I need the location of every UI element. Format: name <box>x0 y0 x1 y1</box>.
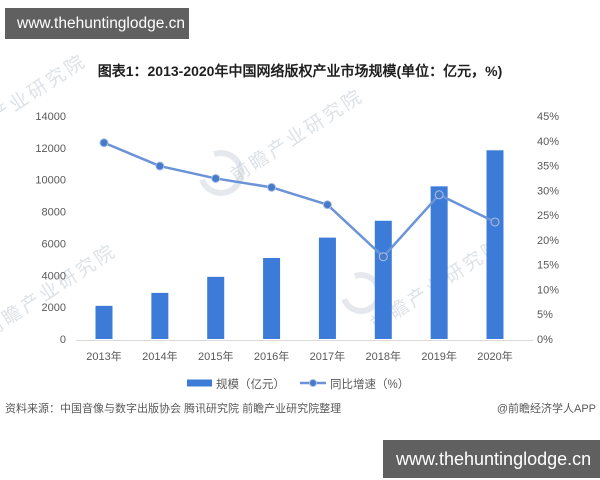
line-point-2013年 <box>99 138 109 148</box>
left-axis-tick: 14000 <box>35 111 66 123</box>
watermark-bar-top: www.thehuntinglodge.cn <box>5 8 189 39</box>
x-axis-label: 2020年 <box>477 349 512 363</box>
chart-title: 图表1：2013-2020年中国网络版权产业市场规模(单位：亿元，%) <box>97 63 503 79</box>
left-axis-tick: 6000 <box>42 238 66 250</box>
bar-2016年 <box>263 257 281 339</box>
right-axis-tick: 0% <box>537 334 553 346</box>
line-point-2014年 <box>155 161 165 171</box>
x-axis-label: 2017年 <box>310 349 345 363</box>
line-point-2016年 <box>267 182 277 192</box>
right-axis-tick: 45% <box>537 111 559 123</box>
x-axis-label: 2013年 <box>86 349 121 363</box>
bar-2015年 <box>207 276 225 339</box>
watermark-url-top: www.thehuntinglodge.cn <box>17 14 186 32</box>
legend-line-label: 同比增速（%） <box>330 377 409 391</box>
right-axis-tick: 25% <box>537 210 559 222</box>
bar-2013年 <box>95 305 113 339</box>
right-axis-tick: 5% <box>537 309 553 321</box>
left-axis-tick: 8000 <box>42 207 66 219</box>
watermark-bar-bottom: www.thehuntinglodge.cn <box>383 440 600 478</box>
x-axis-label: 2018年 <box>366 349 401 363</box>
x-axis-label: 2014年 <box>142 349 177 363</box>
bar-2020年 <box>486 150 504 339</box>
right-axis-tick: 15% <box>537 260 559 272</box>
left-axis-tick: 12000 <box>35 143 66 155</box>
x-axis-label: 2016年 <box>254 349 289 363</box>
left-axis-tick: 2000 <box>42 302 66 314</box>
left-axis-tick: 10000 <box>35 175 66 187</box>
bar-2017年 <box>318 237 336 339</box>
bar-2019年 <box>430 186 448 339</box>
source-note: 资料来源：中国音像与数字出版协会 腾讯研究院 前瞻产业研究院整理 <box>5 403 342 415</box>
growth-line <box>103 141 496 258</box>
left-axis-tick: 0 <box>60 334 66 346</box>
right-axis-tick: 35% <box>537 161 559 173</box>
line-point-2019年 <box>434 190 444 200</box>
right-axis-tick: 10% <box>537 284 559 296</box>
left-axis-tick: 4000 <box>42 270 66 282</box>
line-point-2018年 <box>378 252 388 262</box>
legend-bar-label: 规模（亿元） <box>216 377 285 391</box>
legend-bar-swatch <box>187 379 212 387</box>
right-axis-tick: 20% <box>537 235 559 247</box>
line-point-2020年 <box>490 217 500 227</box>
x-axis-label: 2019年 <box>421 349 456 363</box>
footer-row: 资料来源：中国音像与数字出版协会 腾讯研究院 前瞻产业研究院整理 @前瞻经济学人… <box>5 400 596 416</box>
right-axis-tick: 40% <box>537 136 559 148</box>
watermark-url-bottom: www.thehuntinglodge.cn <box>396 448 592 469</box>
credit-note: @前瞻经济学人APP <box>496 403 596 415</box>
legend-line-marker <box>309 379 317 387</box>
line-point-2015年 <box>211 173 221 183</box>
x-axis-label: 2015年 <box>198 349 233 363</box>
bar-2014年 <box>151 292 169 339</box>
right-axis-tick: 30% <box>537 185 559 197</box>
bar-2018年 <box>374 220 392 339</box>
line-point-2017年 <box>322 200 332 210</box>
